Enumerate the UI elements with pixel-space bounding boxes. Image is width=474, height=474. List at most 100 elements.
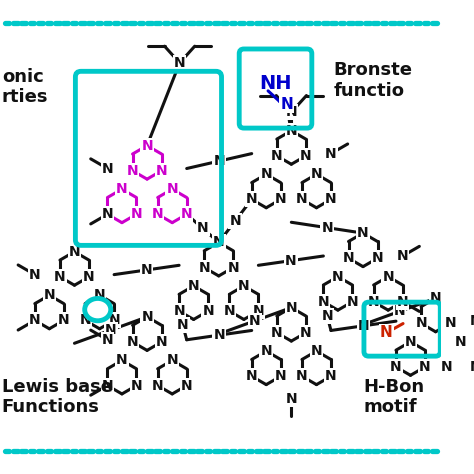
Text: N: N [368, 295, 380, 309]
Text: N: N [213, 236, 225, 249]
Text: N: N [249, 314, 261, 328]
Text: N: N [469, 360, 474, 374]
Text: N: N [229, 214, 241, 228]
Text: N: N [156, 164, 167, 178]
Text: N: N [213, 328, 225, 342]
Text: N: N [79, 313, 91, 328]
Text: NH: NH [259, 74, 292, 93]
Text: N: N [199, 261, 210, 274]
Text: N: N [260, 344, 272, 358]
Text: N: N [390, 360, 402, 374]
Text: N: N [285, 124, 297, 138]
Text: N: N [58, 313, 70, 328]
Text: N: N [358, 319, 369, 333]
Text: N: N [29, 313, 41, 328]
Text: N: N [321, 309, 333, 323]
Text: N: N [310, 344, 322, 358]
Text: N: N [310, 167, 322, 181]
Text: onic
rties: onic rties [2, 68, 48, 106]
Text: N: N [383, 270, 394, 283]
Text: N: N [127, 335, 138, 349]
Text: N: N [455, 335, 466, 349]
Text: N: N [101, 379, 113, 392]
Text: N: N [285, 254, 297, 268]
Text: Lewis base
Functions: Lewis base Functions [2, 378, 113, 416]
Text: N: N [101, 333, 113, 347]
Text: N: N [91, 302, 104, 317]
Text: N: N [224, 304, 235, 318]
Text: N: N [116, 182, 128, 196]
Text: N: N [318, 295, 329, 309]
Text: N: N [397, 295, 409, 309]
Text: N: N [296, 192, 308, 206]
Text: N: N [116, 354, 128, 367]
Text: N: N [181, 207, 192, 221]
Text: N: N [393, 304, 405, 319]
Text: N: N [173, 304, 185, 318]
Text: N: N [44, 288, 55, 302]
Text: N: N [325, 192, 337, 206]
Text: N: N [397, 249, 409, 263]
Text: N: N [285, 301, 297, 315]
Text: N: N [152, 207, 164, 221]
Text: N: N [228, 261, 239, 274]
Text: N: N [253, 304, 264, 318]
Text: N: N [444, 317, 456, 330]
Text: N: N [101, 207, 113, 221]
Text: N: N [156, 335, 167, 349]
Text: N: N [141, 263, 153, 277]
Text: N: N [238, 279, 250, 293]
Text: N: N [332, 270, 344, 283]
Text: N: N [131, 207, 142, 221]
Text: N: N [101, 162, 113, 175]
Text: N: N [108, 313, 120, 328]
Text: N: N [29, 313, 41, 328]
Text: N: N [29, 268, 41, 282]
Text: N: N [101, 379, 113, 392]
Ellipse shape [85, 299, 111, 321]
Text: N: N [271, 326, 283, 340]
Text: N: N [141, 138, 153, 153]
Text: N: N [202, 304, 214, 318]
Text: N: N [260, 167, 272, 181]
Text: N: N [188, 279, 200, 293]
Text: N: N [469, 360, 474, 374]
Text: N: N [325, 369, 337, 383]
Text: N: N [346, 295, 358, 309]
Text: N: N [246, 369, 257, 383]
Text: N: N [372, 251, 383, 265]
Text: N: N [430, 291, 441, 305]
Text: N: N [166, 354, 178, 367]
Text: N: N [101, 207, 113, 221]
Text: N: N [296, 369, 308, 383]
Text: N: N [275, 369, 286, 383]
Text: N: N [469, 314, 474, 328]
Text: N: N [321, 221, 333, 235]
Text: N: N [440, 360, 452, 374]
Text: N: N [325, 146, 337, 161]
Text: N: N [174, 56, 185, 70]
Text: N: N [181, 379, 192, 392]
Text: N: N [94, 288, 105, 302]
Text: N: N [280, 97, 293, 112]
Text: N: N [83, 270, 95, 284]
Text: N: N [213, 154, 225, 168]
Text: N: N [419, 360, 431, 374]
Text: N: N [177, 319, 189, 332]
Text: N: N [152, 379, 164, 392]
Text: N: N [141, 310, 153, 324]
Text: N: N [131, 379, 142, 392]
Text: N: N [285, 105, 297, 119]
Text: N: N [405, 335, 416, 349]
Text: N: N [271, 149, 283, 163]
Text: N: N [343, 251, 354, 265]
Text: N: N [197, 221, 209, 236]
Text: N: N [285, 392, 297, 406]
Text: N: N [380, 325, 392, 340]
Text: N: N [415, 317, 427, 330]
Text: N: N [246, 192, 257, 206]
Text: N: N [275, 192, 286, 206]
Text: Bronste
functio: Bronste functio [333, 61, 412, 100]
Text: N: N [127, 164, 138, 178]
Text: N: N [54, 270, 66, 284]
